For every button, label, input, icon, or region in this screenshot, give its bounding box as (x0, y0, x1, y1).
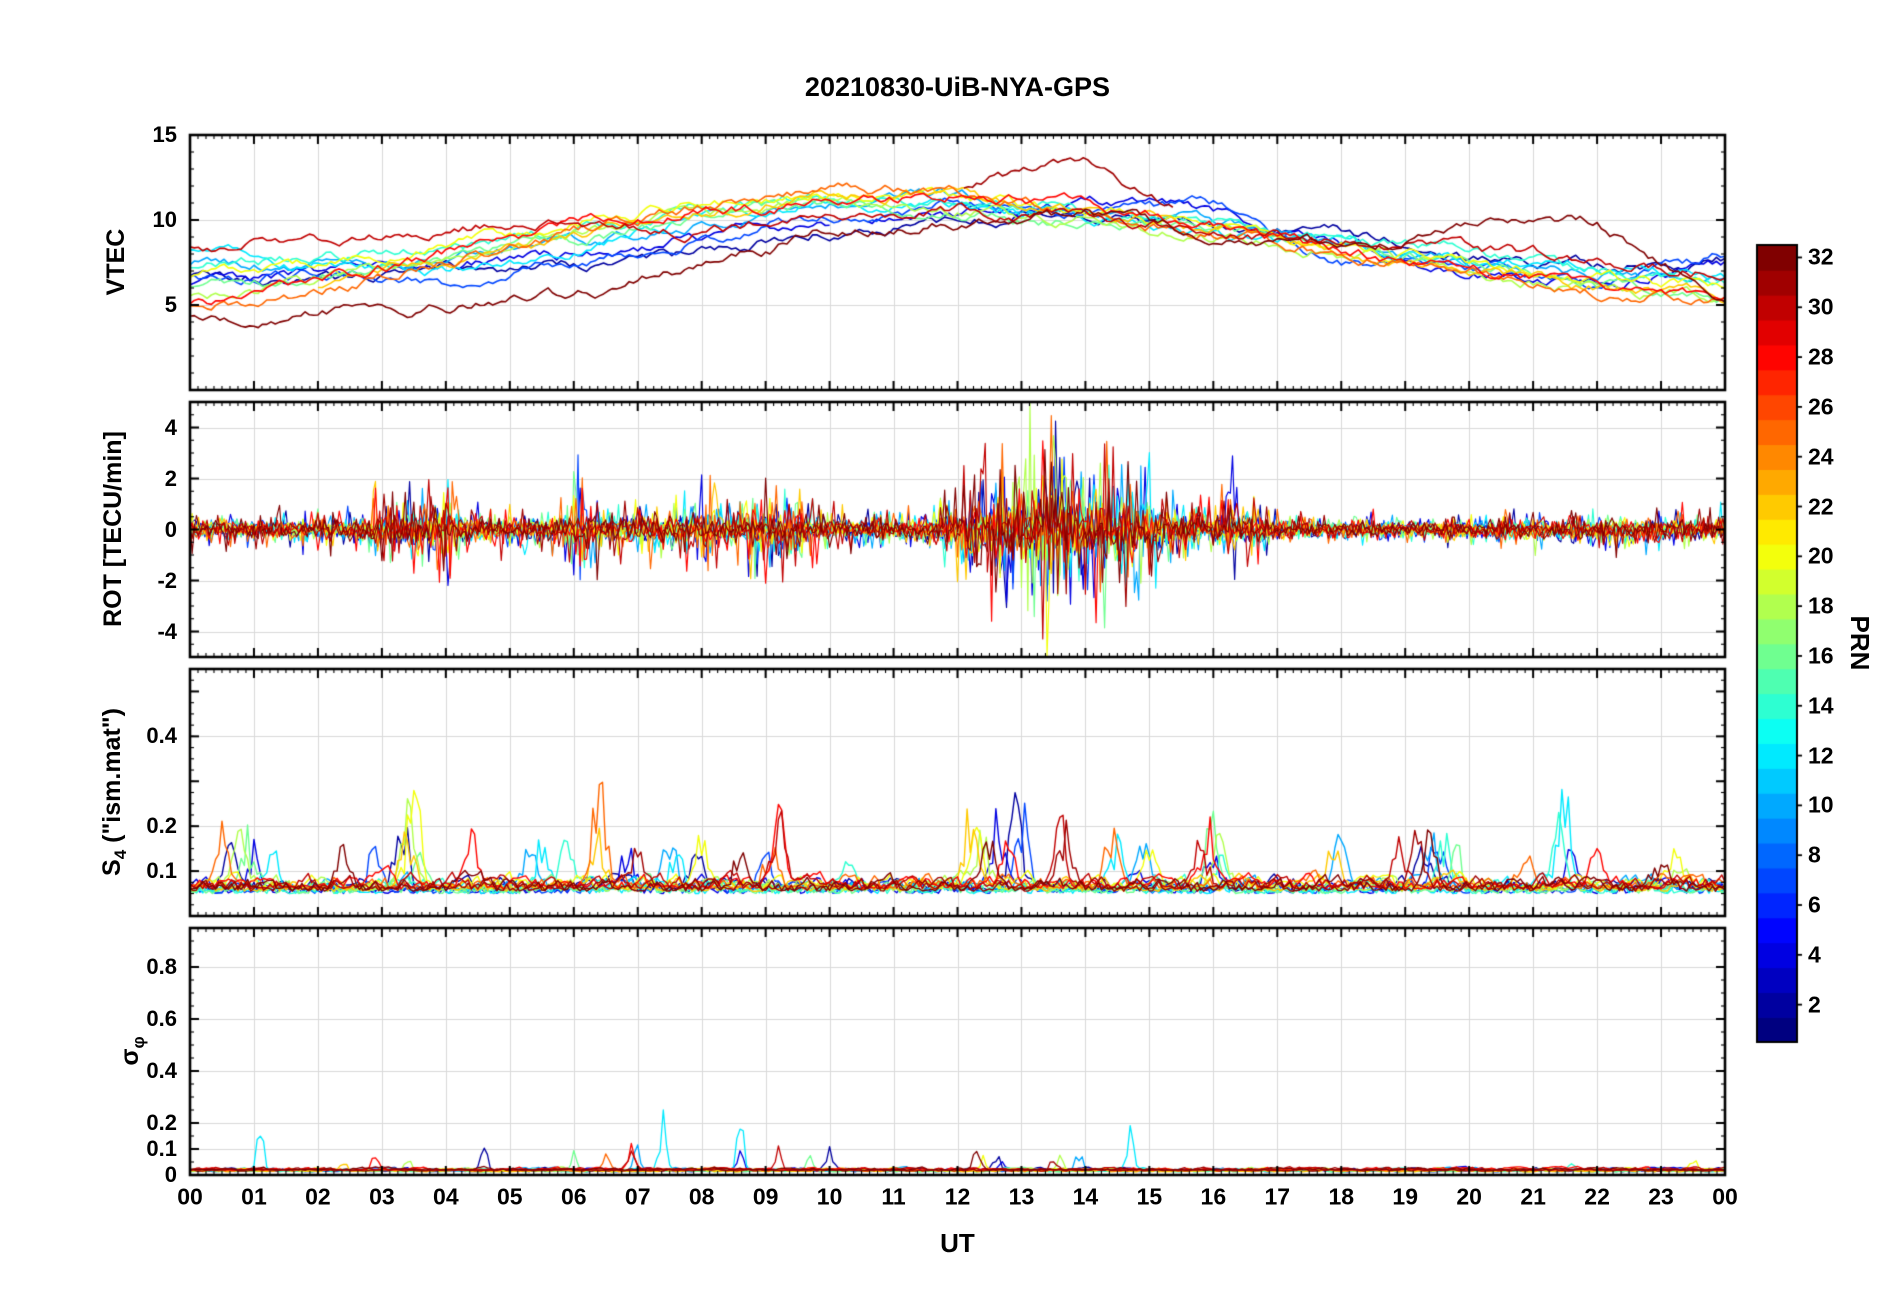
x-tick-label: 08 (688, 1183, 715, 1210)
y-tick-label: 4 (164, 414, 177, 440)
colorbar-tick-label: 28 (1808, 343, 1834, 370)
y-tick-label: -4 (157, 618, 177, 644)
x-tick-label: 15 (1136, 1183, 1163, 1210)
x-tick-label: 13 (1008, 1183, 1035, 1210)
y-tick-label: 0.1 (146, 858, 177, 884)
x-tick-label: 20 (1456, 1183, 1482, 1210)
x-tick-label: 17 (1264, 1183, 1291, 1210)
s4-label-rest: ("ism.mat") (98, 708, 126, 850)
colorbar-tick-label: 8 (1808, 841, 1821, 868)
x-tick-label: 09 (752, 1183, 779, 1210)
x-tick-label: 23 (1648, 1183, 1674, 1210)
colorbar-label: PRN (1845, 615, 1875, 671)
x-axis-label: UT (940, 1228, 975, 1258)
x-tick-label: 04 (433, 1183, 459, 1210)
colorbar-tick-label: 26 (1808, 393, 1834, 420)
x-tick-label: 10 (816, 1183, 843, 1210)
colorbar-tick-label: 2 (1808, 991, 1821, 1018)
y-tick-label: 0.4 (146, 1058, 177, 1083)
x-tick-label: 00 (1712, 1183, 1738, 1210)
colorbar-tick-label: 4 (1808, 941, 1821, 968)
y-tick-label: 0.2 (146, 813, 177, 839)
y-tick-label: 0.8 (146, 954, 177, 979)
sigma-label-main: σ (116, 1048, 144, 1066)
colorbar-tick-label: 30 (1808, 293, 1834, 320)
y-tick-label: 5 (164, 292, 177, 317)
y-tick-label: 10 (152, 207, 177, 232)
y-tick-label: 0.2 (146, 1110, 177, 1135)
y-tick-label: 0.6 (146, 1006, 177, 1031)
colorbar-tick-label: 16 (1808, 642, 1834, 669)
x-tick-label: 07 (624, 1183, 651, 1210)
x-tick-label: 16 (1200, 1183, 1227, 1210)
x-tick-label: 11 (881, 1183, 906, 1210)
x-tick-label: 02 (305, 1183, 331, 1210)
colorbar-tick-label: 20 (1808, 542, 1834, 569)
colorbar-tick-label: 14 (1808, 692, 1834, 719)
x-tick-label: 22 (1584, 1183, 1610, 1210)
y-tick-label: 0 (164, 1162, 177, 1187)
x-tick-label: 01 (241, 1183, 267, 1210)
colorbar-tick-label: 12 (1808, 742, 1834, 769)
y-tick-label: 2 (164, 465, 177, 491)
chart-title: 20210830-UiB-NYA-GPS (804, 72, 1111, 102)
colorbar-tick-label: 10 (1808, 791, 1834, 818)
y-tick-label: 0 (164, 516, 177, 542)
colorbar-tick-label: 6 (1808, 891, 1821, 918)
y-tick-label: -2 (157, 567, 177, 593)
colorbar-tick-label: 24 (1808, 443, 1834, 470)
x-tick-label: 00 (177, 1183, 203, 1210)
colorbar-tick-label: 22 (1808, 493, 1834, 520)
x-tick-label: 12 (944, 1183, 971, 1210)
y-tick-label: 0.1 (146, 1136, 177, 1161)
y-tick-label: 0.4 (146, 723, 177, 749)
x-tick-label: 05 (496, 1183, 523, 1210)
x-tick-label: 06 (560, 1183, 587, 1210)
y-axis-label-sigma-phi: σφ (110, 851, 150, 1251)
y-tick-label: 15 (152, 122, 177, 147)
x-tick-label: 03 (369, 1183, 395, 1210)
x-tick-label: 19 (1392, 1183, 1418, 1210)
colorbar-tick-label: 18 (1808, 592, 1834, 619)
x-tick-label: 14 (1072, 1183, 1099, 1210)
x-tick-label: 21 (1520, 1183, 1546, 1210)
sigma-label-sub: φ (129, 1036, 148, 1049)
x-tick-label: 18 (1328, 1183, 1355, 1210)
colorbar-tick-label: 32 (1808, 243, 1834, 270)
